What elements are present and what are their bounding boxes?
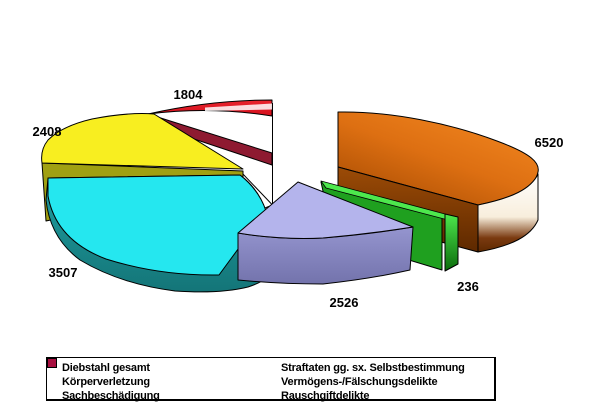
- chart-legend: Diebstahl gesamt Straftaten gg. sx. Selb…: [46, 357, 496, 402]
- value-label-straftaten: 236: [457, 279, 479, 294]
- slice-vermoegens: [45, 174, 268, 293]
- legend-item-koerperverletzung: Körperverletzung: [47, 358, 281, 388]
- legend-swatch-rauschgift: [47, 358, 57, 368]
- legend-label-vermoegens: Vermögens-/Fälschungsdelikte: [281, 375, 438, 388]
- value-label-koerperverletzung: 2526: [330, 295, 359, 310]
- value-label-rauschgiftdelikte: 1804: [174, 87, 204, 102]
- legend-label-straftaten: Straftaten gg. sx. Selbstbestimmung: [281, 361, 465, 374]
- slice-koerperverletzung: [237, 181, 414, 285]
- slice-vermoegens-top-face: [47, 174, 267, 276]
- legend-label-koerperverletzung: Körperverletzung: [62, 375, 150, 388]
- legend-label-rauschgift: Rauschgiftdelikte: [281, 389, 370, 402]
- slice-diebstahl-rim-face: [477, 173, 539, 253]
- slice-koerperverletzung-top-face: [237, 181, 414, 239]
- legend-item-diebstahl-gesamt: Diebstahl gesamt: [47, 358, 281, 374]
- slice-straftaten-rim-face: [444, 213, 459, 272]
- legend-label-sachbeschaedigung: Sachbeschädigung: [62, 389, 160, 402]
- slice-rauschgiftdelikte-highlight: [205, 103, 272, 111]
- legend-item-vermoegens: Vermögens-/Fälschungsdelikte: [47, 358, 492, 388]
- value-label-diebstahl: 6520: [535, 135, 564, 150]
- legend-label-diebstahl: Diebstahl gesamt: [62, 361, 150, 374]
- value-label-vermoegens: 3507: [49, 265, 78, 280]
- legend-item-rauschgiftdelikte: Rauschgiftdelikte: [47, 358, 492, 402]
- legend-item-straftaten: Straftaten gg. sx. Selbstbestimmung: [47, 358, 492, 374]
- slice-sachbeschaedigung-top-face: [41, 113, 244, 170]
- value-label-sachbeschaedigung: 2408: [33, 124, 62, 139]
- legend-item-sachbeschaedigung: Sachbeschädigung: [47, 358, 281, 402]
